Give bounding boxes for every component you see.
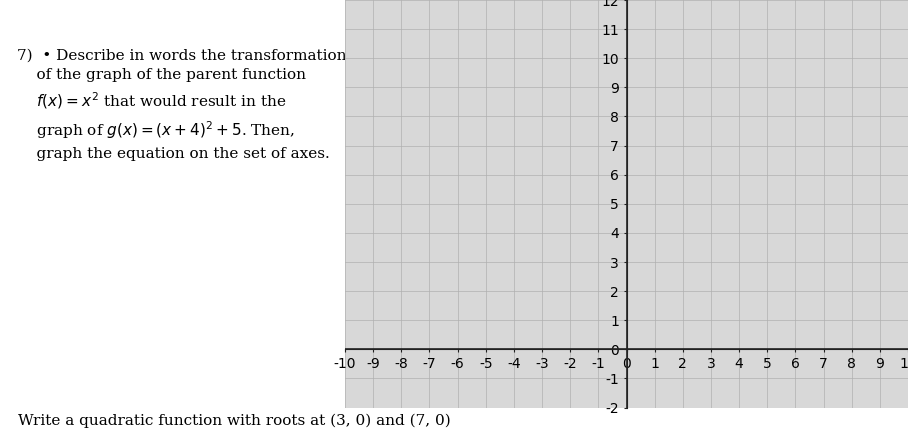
Text: Write a quadratic function with roots at (3, 0) and (7, 0): Write a quadratic function with roots at…	[18, 414, 451, 428]
Text: 7)  • Describe in words the transformations
    of the graph of the parent funct: 7) • Describe in words the transformatio…	[17, 49, 354, 161]
